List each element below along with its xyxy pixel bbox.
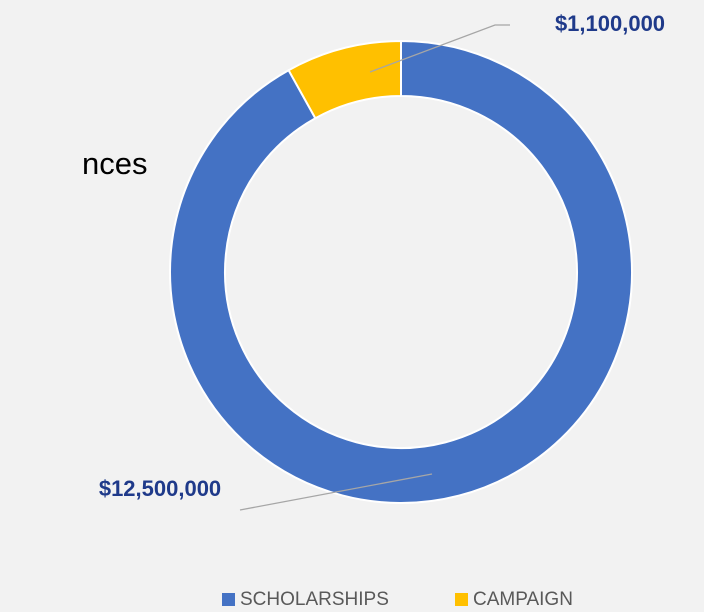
leader-line [369,24,510,73]
legend-swatch [455,593,468,606]
donut-slice [287,39,402,120]
donut-slice [169,39,633,504]
page-text-fragment: nces [82,146,147,181]
leader-line [239,473,433,511]
legend-label: CAMPAIGN [473,589,573,610]
data-label: $12,500,000 [99,476,221,501]
legend-label: SCHOLARSHIPS [240,589,389,610]
legend-swatch [222,593,235,606]
data-label: $1,100,000 [555,11,665,36]
